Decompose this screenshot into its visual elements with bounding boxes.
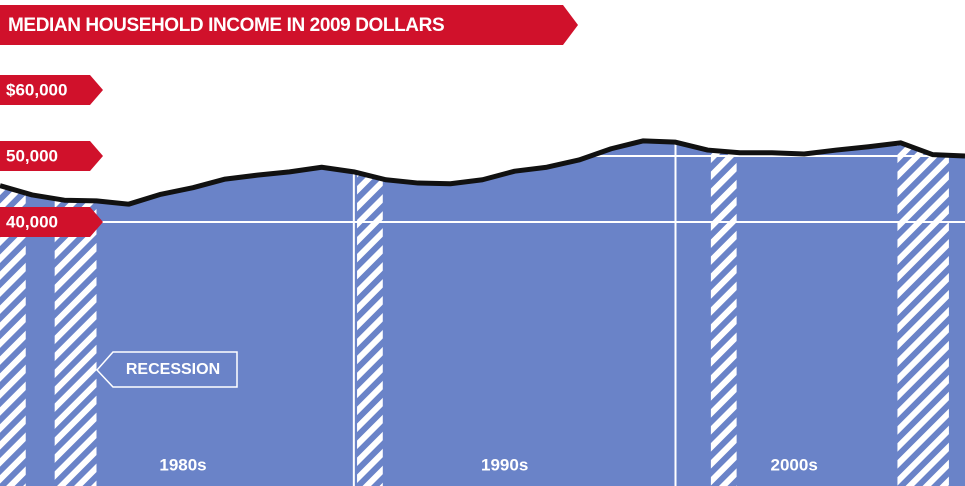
annotation-box: [95, 351, 238, 388]
y-tick-label: 40,000: [6, 212, 58, 231]
y-tick-label: 50,000: [6, 146, 58, 165]
recession-band: [0, 140, 26, 486]
area: [0, 140, 965, 486]
recession-band: [357, 140, 383, 486]
y-tick-tag: [0, 75, 103, 105]
y-tick-label: $60,000: [6, 80, 67, 99]
recession-band: [710, 140, 737, 486]
title-banner: [0, 5, 578, 45]
recession-band: [54, 140, 97, 486]
x-tick-label: 1990s: [481, 455, 528, 474]
annotation: RECESSION: [126, 361, 220, 378]
y-tick-tag: [0, 141, 103, 171]
x-tick-label: 1980s: [159, 455, 206, 474]
line: [0, 138, 965, 207]
x-tick-label: 2000s: [771, 455, 818, 474]
recession-band: [897, 140, 949, 486]
chart-title: MEDIAN HOUSEHOLD INCOME IN 2009 DOLLARS: [8, 15, 444, 36]
y-tick-tag: [0, 207, 103, 237]
